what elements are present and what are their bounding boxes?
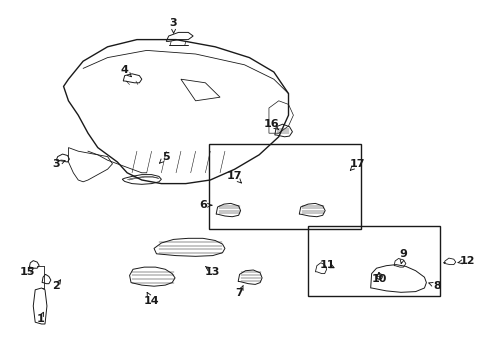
Text: 12: 12: [458, 256, 474, 266]
Text: 17: 17: [226, 171, 242, 181]
Text: 17: 17: [348, 159, 364, 169]
Text: 8: 8: [433, 281, 441, 291]
Text: 3: 3: [169, 18, 177, 28]
Text: 7: 7: [235, 288, 243, 298]
Text: 10: 10: [370, 274, 386, 284]
Text: 13: 13: [204, 267, 220, 277]
Text: 2: 2: [52, 281, 60, 291]
Text: 11: 11: [319, 260, 335, 270]
Text: 1: 1: [36, 314, 44, 324]
Text: 14: 14: [143, 296, 159, 306]
Text: 4: 4: [121, 65, 128, 75]
Text: 9: 9: [399, 249, 407, 259]
Text: 16: 16: [263, 119, 279, 129]
Text: 15: 15: [19, 267, 35, 277]
Text: 3: 3: [52, 159, 60, 169]
Text: 6: 6: [199, 200, 206, 210]
Text: 5: 5: [162, 152, 170, 162]
Bar: [209, 144, 360, 229]
Bar: [307, 226, 439, 296]
